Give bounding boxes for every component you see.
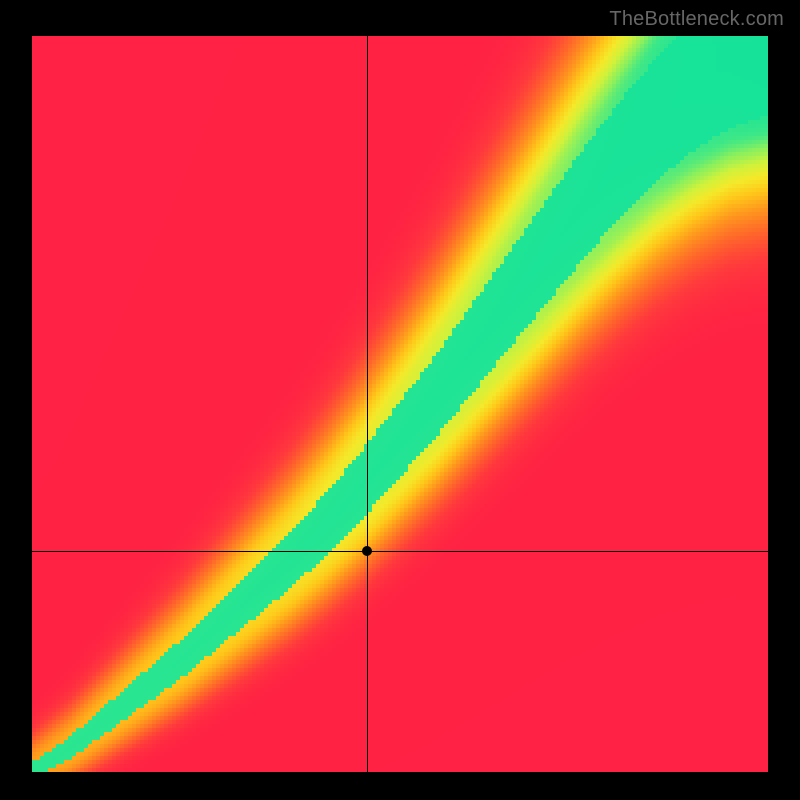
crosshair-vertical bbox=[367, 36, 368, 772]
heatmap-canvas bbox=[32, 36, 768, 772]
crosshair-marker bbox=[362, 546, 372, 556]
watermark-text: TheBottleneck.com bbox=[609, 8, 784, 31]
chart-container: TheBottleneck.com bbox=[0, 0, 800, 800]
crosshair-horizontal bbox=[32, 551, 768, 552]
plot-area bbox=[32, 36, 768, 772]
